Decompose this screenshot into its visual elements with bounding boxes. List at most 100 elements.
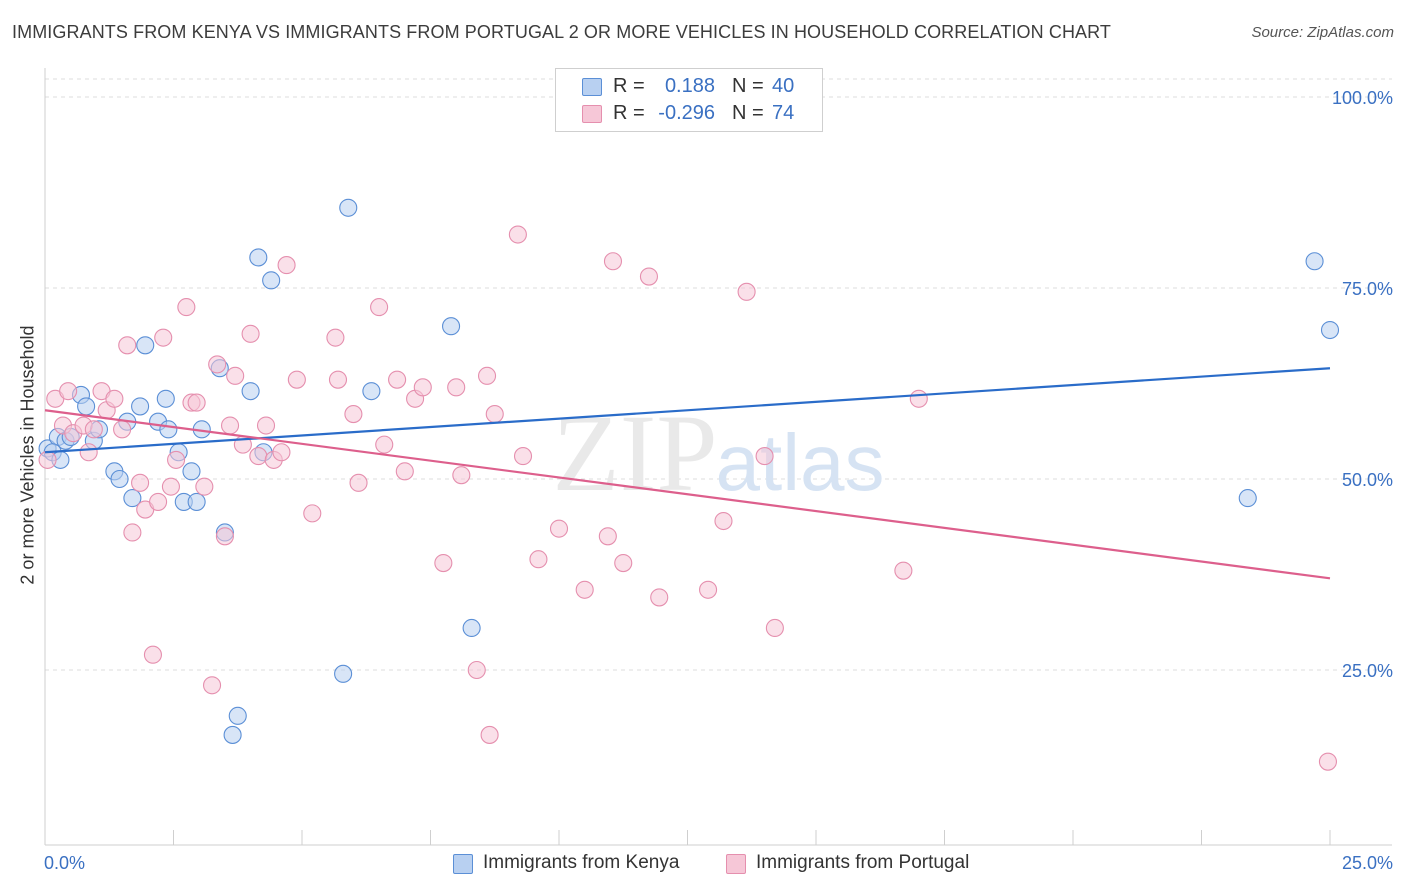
y-tick-label: 50.0% xyxy=(1342,470,1393,490)
data-point xyxy=(249,248,268,267)
x-tick-label: 0.0% xyxy=(44,853,85,873)
data-point xyxy=(1238,489,1257,508)
data-point xyxy=(195,477,214,496)
data-point xyxy=(187,393,206,412)
data-point xyxy=(249,447,268,466)
y-tick-label: 100.0% xyxy=(1332,88,1393,108)
data-point xyxy=(131,473,150,492)
legend-row-portugal: R = -0.296 N = 74 xyxy=(556,100,822,128)
portugal-swatch xyxy=(582,105,602,123)
data-point xyxy=(737,282,756,301)
data-point xyxy=(272,443,291,462)
data-point xyxy=(699,580,718,599)
data-point xyxy=(529,550,548,569)
n-label: N = xyxy=(732,102,764,124)
n-value: 74 xyxy=(772,102,795,124)
data-point xyxy=(334,664,353,683)
data-point xyxy=(1320,320,1340,340)
y-tick-label: 25.0% xyxy=(1342,661,1393,681)
watermark-atlas: atlas xyxy=(716,418,885,507)
data-point xyxy=(339,198,358,217)
data-point xyxy=(123,489,142,508)
data-point xyxy=(362,382,381,401)
data-point xyxy=(228,706,247,725)
data-point xyxy=(149,492,168,511)
grid-lines xyxy=(45,78,1392,671)
data-point xyxy=(156,389,175,408)
data-point xyxy=(909,389,928,408)
data-point xyxy=(388,370,407,389)
portugal-legend-label: Immigrants from Portugal xyxy=(756,852,970,873)
r-label: R = xyxy=(613,102,645,124)
data-point xyxy=(485,405,504,424)
data-point xyxy=(894,561,913,580)
r-value: -0.296 xyxy=(658,102,715,124)
data-point xyxy=(1318,752,1337,771)
y-tick-label: 75.0% xyxy=(1342,279,1393,299)
data-point xyxy=(462,618,481,638)
data-point xyxy=(442,317,461,336)
kenya-swatch xyxy=(582,78,602,96)
data-point xyxy=(375,435,394,454)
data-point xyxy=(182,462,201,481)
series-legend: Immigrants from Kenya Immigrants from Po… xyxy=(0,852,1406,878)
data-point xyxy=(508,225,527,244)
r-value: 0.188 xyxy=(664,75,715,97)
kenya-legend-label: Immigrants from Kenya xyxy=(483,852,680,873)
data-point xyxy=(136,336,155,355)
data-point xyxy=(755,447,774,466)
data-point xyxy=(131,397,150,416)
data-point xyxy=(349,473,368,492)
data-point xyxy=(167,450,186,469)
data-point xyxy=(84,420,103,439)
watermark: ZIP atlas xyxy=(553,392,885,514)
tick-labels: 100.0% 75.0% 50.0% 25.0% 0.0% 25.0% xyxy=(44,88,1393,873)
data-point xyxy=(395,462,414,481)
data-point xyxy=(370,298,389,317)
data-point xyxy=(650,588,669,607)
trend-lines xyxy=(44,367,1331,580)
data-point xyxy=(223,725,242,744)
data-point xyxy=(241,382,260,401)
data-point xyxy=(480,725,499,744)
data-point xyxy=(187,492,206,511)
kenya-legend-swatch xyxy=(453,854,473,874)
data-point xyxy=(79,443,98,462)
data-point xyxy=(467,660,486,680)
data-point xyxy=(328,370,348,389)
data-point xyxy=(639,267,659,286)
data-point xyxy=(434,553,453,573)
data-point xyxy=(575,580,594,599)
data-point xyxy=(765,618,784,638)
portugal-legend-swatch xyxy=(726,854,746,874)
data-point xyxy=(614,553,633,573)
data-point xyxy=(220,416,240,435)
source-label: Source: ZipAtlas.com xyxy=(1251,24,1394,41)
data-point xyxy=(326,328,345,347)
data-point xyxy=(105,389,124,408)
legend-row-kenya: R = 0.188 N = 40 xyxy=(556,73,822,101)
chart-title: IMMIGRANTS FROM KENYA VS IMMIGRANTS FROM… xyxy=(12,22,1112,42)
n-value: 40 xyxy=(772,75,795,97)
data-point xyxy=(159,420,178,439)
data-point xyxy=(549,519,569,538)
data-point xyxy=(477,366,497,385)
data-point xyxy=(208,355,227,374)
data-point xyxy=(452,466,471,485)
data-point xyxy=(77,397,96,416)
data-point xyxy=(714,511,733,531)
data-point xyxy=(110,469,129,489)
data-point xyxy=(118,336,137,355)
data-point xyxy=(287,370,306,389)
data-point xyxy=(513,447,533,466)
data-point xyxy=(413,378,432,397)
data-point xyxy=(447,378,466,397)
n-label: N = xyxy=(732,75,764,97)
data-point xyxy=(262,271,281,290)
data-point xyxy=(38,450,57,469)
data-point xyxy=(303,504,322,523)
r-label: R = xyxy=(613,75,645,97)
data-point xyxy=(161,477,180,496)
data-point xyxy=(177,298,196,317)
